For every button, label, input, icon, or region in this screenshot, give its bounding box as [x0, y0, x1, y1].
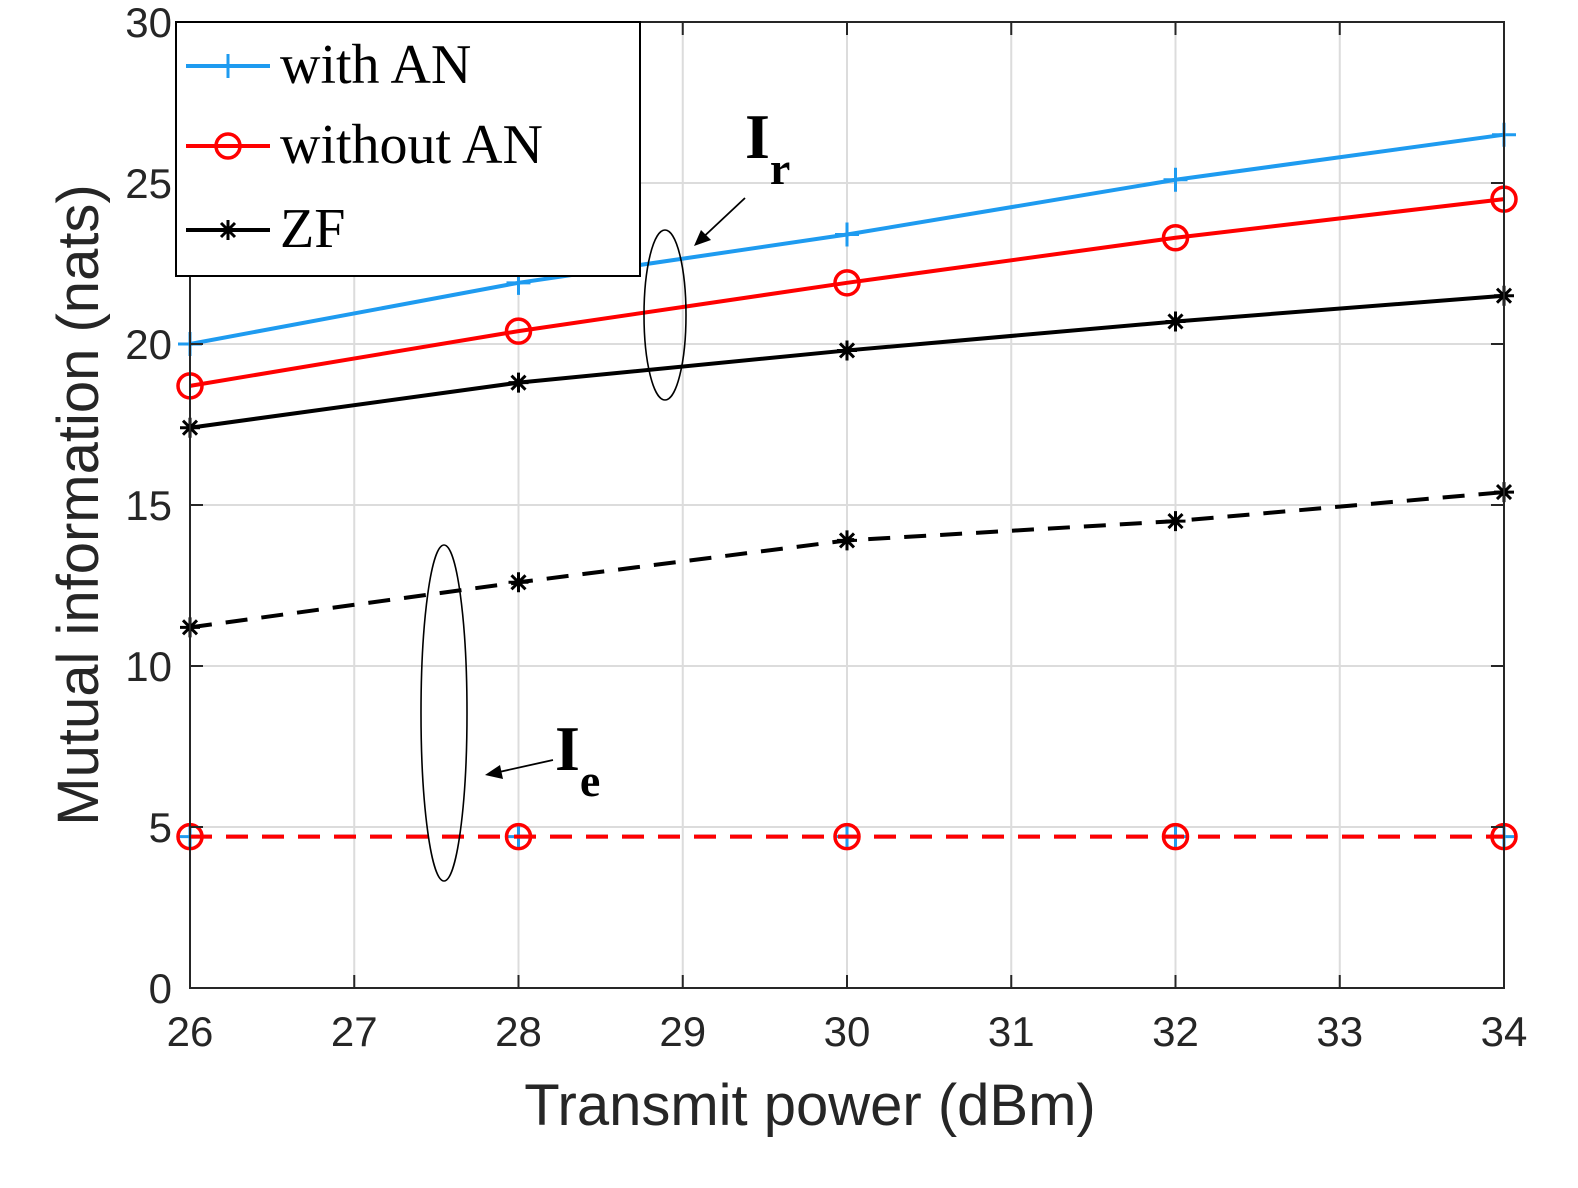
data-point-without-an-ie	[833, 822, 861, 851]
annotation-ie-ellipse	[420, 544, 468, 882]
annotation-ir-ellipse	[643, 229, 687, 401]
legend-label-with-an: with AN	[280, 34, 471, 96]
ticks: 26 27 28 29 30 31 32 33 34 0 5 10 15 20 25 30	[125, 0, 1527, 1055]
y-tick-label: 10	[125, 643, 172, 690]
data-point-zf-ir	[508, 372, 529, 393]
x-tick-label: 32	[1152, 1008, 1199, 1055]
y-tick-label: 20	[125, 321, 172, 368]
data-point-zf-ir	[837, 340, 857, 361]
annotation-ie-subscript: e	[580, 755, 600, 806]
data-point-zf-ie	[1165, 511, 1186, 532]
series-without-an-ie	[176, 822, 1518, 851]
x-tick-label: 33	[1316, 1008, 1363, 1055]
legend-label-without-an: without AN	[280, 114, 543, 176]
annotation-ie-label: Ie	[555, 713, 600, 806]
x-tick-label: 31	[988, 1008, 1035, 1055]
annotation-ir-label: Ir	[745, 101, 790, 194]
x-tick-label: 29	[659, 1008, 706, 1055]
series-line-without-an-ir	[189, 197, 1505, 388]
data-point-without-an-ir	[504, 317, 533, 345]
data-point-with-an-ir	[1163, 167, 1188, 192]
x-tick-label: 30	[824, 1008, 871, 1055]
data-point-with-an-ir	[835, 222, 859, 247]
arrowhead-icon	[694, 230, 711, 246]
legend-item-with-an: with AN	[186, 34, 471, 96]
x-tick-label: 28	[495, 1008, 542, 1055]
series-layer	[176, 122, 1518, 851]
plus-marker-icon	[216, 54, 240, 78]
arrowhead-icon	[485, 765, 503, 779]
data-point-without-an-ie	[504, 822, 533, 851]
y-tick-label: 0	[149, 965, 172, 1012]
y-tick-label: 15	[125, 482, 172, 529]
annotation-ir: Ir	[643, 101, 790, 401]
legend: with AN without AN ZF	[175, 21, 641, 277]
x-tick-label: 34	[1481, 1008, 1528, 1055]
data-point-without-an-ir	[1161, 223, 1190, 252]
data-point-without-an-ie	[1161, 822, 1190, 851]
legend-label-zf: ZF	[280, 198, 345, 260]
annotation-ir-main: I	[745, 101, 770, 172]
legend-item-without-an: without AN	[186, 114, 543, 176]
data-point-zf-ie	[837, 530, 857, 551]
x-axis-label: Transmit power (dBm)	[524, 1073, 1096, 1138]
annotation-ie-main: I	[555, 713, 580, 784]
x-tick-label: 27	[331, 1008, 378, 1055]
data-point-zf-ie	[508, 572, 529, 593]
x-tick-label: 26	[167, 1008, 214, 1055]
y-tick-label: 30	[125, 0, 172, 46]
data-point-zf-ir	[1165, 311, 1186, 332]
circle-marker-icon	[214, 132, 242, 160]
y-tick-label: 25	[125, 160, 172, 207]
annotation-ie: Ie	[420, 544, 600, 882]
legend-item-zf: ZF	[186, 198, 345, 260]
y-tick-label: 5	[149, 804, 172, 851]
annotation-ir-subscript: r	[770, 143, 790, 194]
y-axis-label: Mutual information (nats)	[46, 184, 111, 825]
asterisk-marker-icon	[218, 220, 238, 240]
data-point-without-an-ir	[833, 269, 861, 297]
